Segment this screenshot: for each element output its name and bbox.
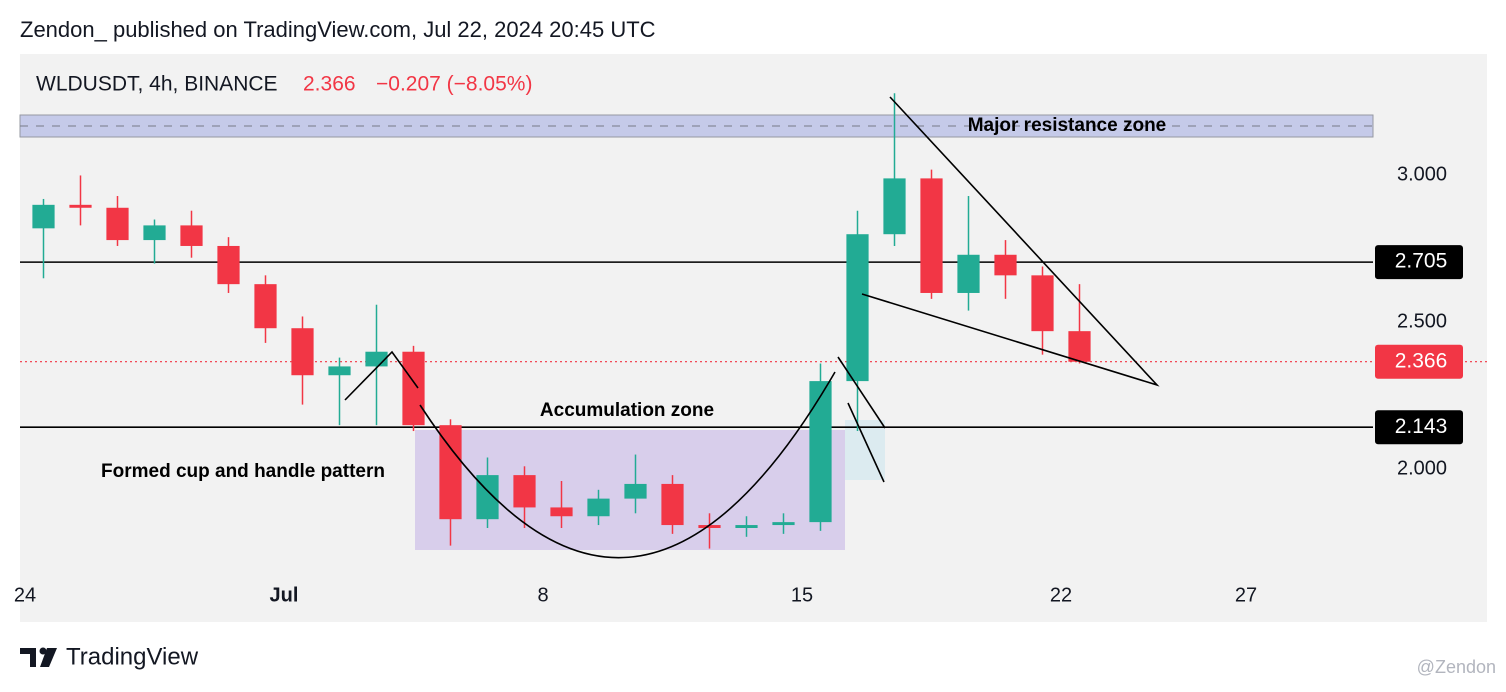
candle-body: [624, 483, 647, 499]
drawings: [344, 96, 1160, 559]
annotation: Major resistance zone: [968, 115, 1167, 136]
x-tick-label: 27: [1235, 584, 1257, 606]
candle-body: [1031, 275, 1054, 332]
handle-lower: [847, 402, 885, 483]
logo-part: [39, 647, 47, 655]
annotation: Formed cup and handle pattern: [101, 461, 385, 482]
price-level-badge: [1375, 344, 1463, 379]
candle-body: [402, 351, 425, 426]
legend-symbol: WLDUSDT, 4h, BINANCE: [36, 73, 278, 96]
x-tick-label: 15: [791, 584, 813, 606]
candle-body: [661, 483, 684, 526]
candle-body: [735, 525, 758, 528]
logo-part: [20, 648, 36, 667]
candle-body: [69, 204, 92, 208]
price-level-label: 2.705: [1395, 250, 1448, 273]
y-tick-label: 2.500: [1397, 311, 1447, 333]
candle-body: [106, 207, 129, 241]
legend-change: −0.207 (−8.05%): [376, 73, 532, 96]
candle-body: [920, 178, 943, 293]
price-level-label: 2.366: [1395, 349, 1448, 372]
candle-body: [550, 507, 573, 517]
author-line: Zendon_ published on TradingView.com, Ju…: [20, 17, 656, 42]
candle-body: [772, 522, 795, 526]
x-tick-label: 24: [14, 584, 36, 606]
handle-upper: [837, 356, 886, 429]
candle-body: [328, 366, 351, 376]
x-tick-label: 8: [537, 584, 548, 606]
candle-body: [439, 425, 462, 520]
price-level-badge: [1375, 245, 1463, 280]
legend-last: 2.366: [303, 73, 356, 96]
candle-body: [1068, 331, 1091, 362]
tradingview-logo: [20, 647, 57, 667]
candle-body: [883, 178, 906, 235]
y-tick-label: 2.000: [1397, 458, 1447, 480]
candle-body: [180, 225, 203, 246]
candle-body: [254, 284, 277, 329]
candle-body: [291, 328, 314, 376]
price-level-label: 2.143: [1395, 415, 1448, 438]
falling-wedge: [861, 96, 1160, 387]
candle-body: [846, 234, 869, 382]
watermark: @Zendon: [1417, 657, 1496, 677]
candle-body: [217, 245, 240, 285]
x-tick-label: Jul: [270, 584, 299, 606]
candle-body: [809, 381, 832, 523]
logo-part: [40, 648, 57, 667]
candle-body: [698, 525, 721, 528]
annotation: Accumulation zone: [540, 400, 714, 421]
candle-body: [994, 254, 1017, 276]
candle-body: [513, 475, 536, 508]
y-tick-label: 3.000: [1397, 164, 1447, 186]
candle-body: [143, 225, 166, 241]
plot: [20, 93, 1487, 549]
price-level-badge: [1375, 410, 1463, 445]
x-tick-label: 22: [1050, 584, 1072, 606]
left-peak: [344, 350, 419, 401]
candle-body: [957, 254, 980, 293]
cup-curve: [419, 371, 836, 559]
candle-body: [587, 498, 610, 517]
brand: TradingView: [66, 643, 199, 670]
candle-body: [32, 204, 55, 229]
